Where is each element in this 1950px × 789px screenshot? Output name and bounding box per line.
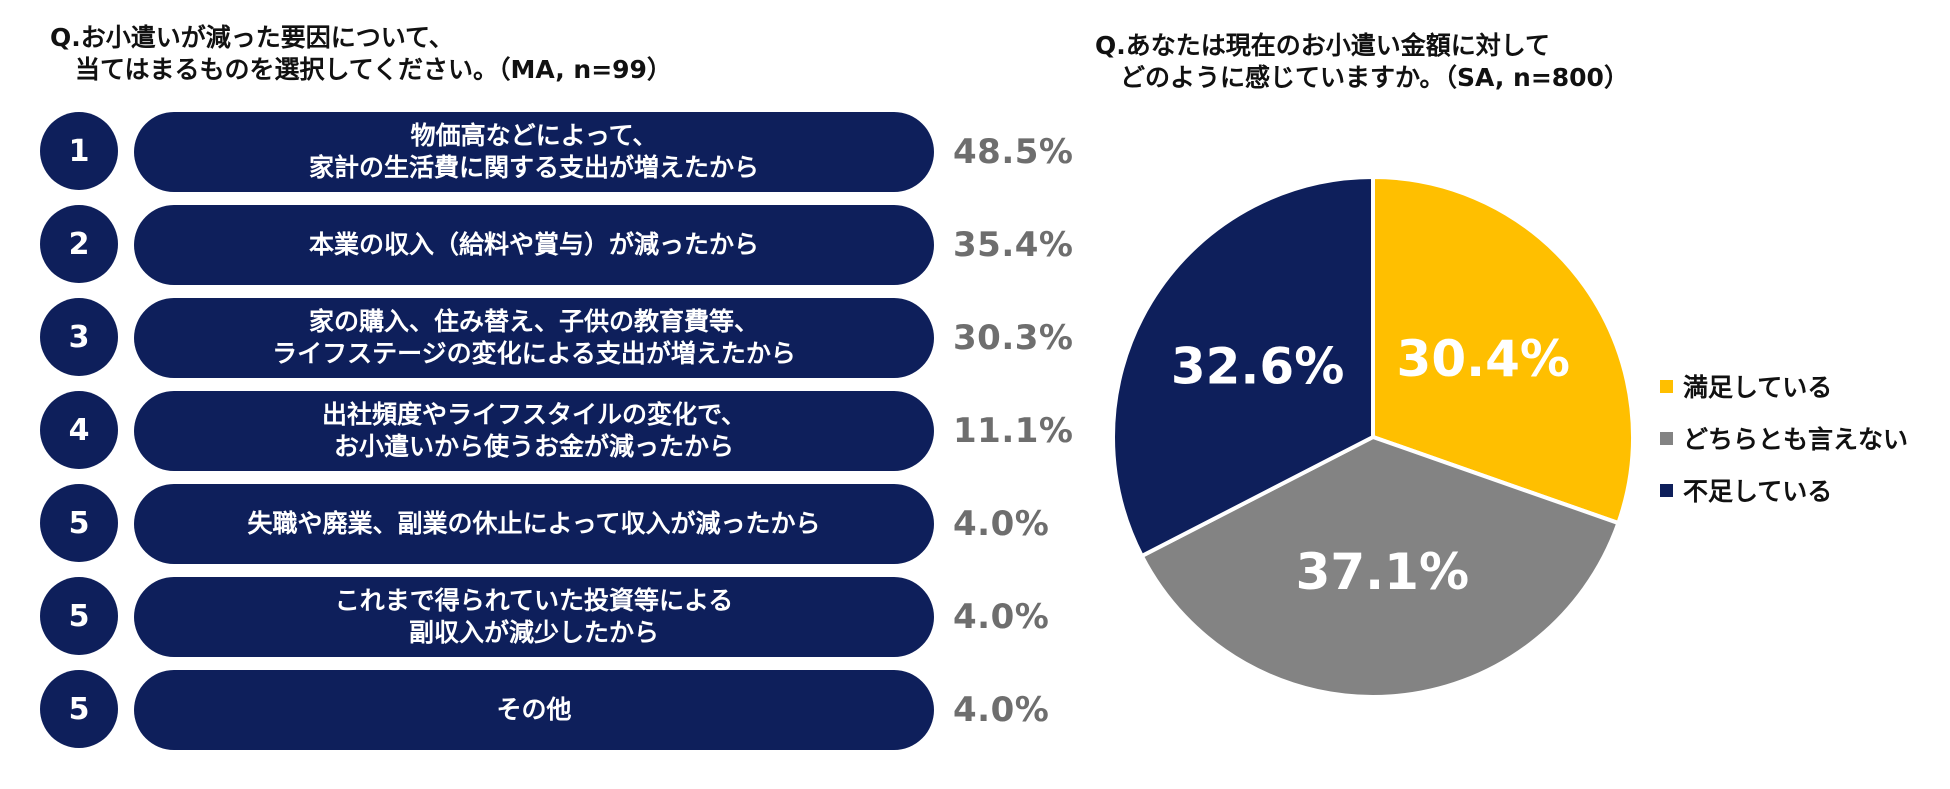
reason-label: これまで得られていた投資等による 副収入が減少したから bbox=[134, 577, 934, 657]
legend-swatch bbox=[1660, 431, 1673, 445]
reason-label: 物価高などによって、 家計の生活費に関する支出が増えたから bbox=[134, 112, 934, 192]
pie-slice-label: 30.4% bbox=[1397, 330, 1570, 388]
reason-percentage: 4.0% bbox=[953, 504, 1050, 544]
ranking-row: 5 その他 4.0% bbox=[38, 670, 1078, 750]
reason-percentage: 48.5% bbox=[953, 132, 1074, 172]
pie-slice bbox=[1139, 435, 1621, 699]
ranking-row: 5 失職や廃業、副業の休止によって収入が減ったから 4.0% bbox=[38, 484, 1078, 564]
reason-label: 失職や廃業、副業の休止によって収入が減ったから bbox=[134, 484, 934, 564]
reason-percentage: 4.0% bbox=[953, 690, 1050, 730]
ranking-row: 5 これまで得られていた投資等による 副収入が減少したから 4.0% bbox=[38, 577, 1078, 657]
pie-slice bbox=[1111, 175, 1375, 559]
reason-percentage: 35.4% bbox=[953, 225, 1074, 265]
reason-label: その他 bbox=[134, 670, 934, 750]
ranking-row: 3 家の購入、住み替え、子供の教育費等、 ライフステージの変化による支出が増えたか… bbox=[38, 298, 1078, 378]
reason-label: 出社頻度やライフスタイルの変化で、 お小遣いから使うお金が減ったから bbox=[134, 391, 934, 471]
rank-number-badge: 1 bbox=[40, 112, 118, 190]
rank-number-badge: 4 bbox=[40, 391, 118, 469]
legend-swatch bbox=[1660, 379, 1673, 393]
pie-slice-label: 37.1% bbox=[1296, 543, 1469, 601]
ranking-row: 1 物価高などによって、 家計の生活費に関する支出が増えたから 48.5% bbox=[38, 112, 1078, 192]
reason-percentage: 30.3% bbox=[953, 318, 1074, 358]
right-question-title: Q.あなたは現在のお小遣い金額に対して どのように感じていますか。（SA, n=… bbox=[1095, 31, 1629, 92]
reason-percentage: 11.1% bbox=[953, 411, 1074, 451]
pie-slice-label: 32.6% bbox=[1171, 338, 1344, 396]
reason-label: 本業の収入（給料や賞与）が減ったから bbox=[134, 205, 934, 285]
pie-slice bbox=[1371, 175, 1635, 526]
rank-number-badge: 5 bbox=[40, 670, 118, 748]
rank-number-badge: 2 bbox=[40, 205, 118, 283]
ranking-row: 2 本業の収入（給料や賞与）が減ったから 35.4% bbox=[38, 205, 1078, 285]
legend-label: 不足している bbox=[1683, 477, 1833, 506]
rank-number-badge: 5 bbox=[40, 577, 118, 655]
reason-label: 家の購入、住み替え、子供の教育費等、 ライフステージの変化による支出が増えたから bbox=[134, 298, 934, 378]
legend-swatch bbox=[1660, 483, 1673, 497]
rank-number-badge: 3 bbox=[40, 298, 118, 376]
legend-item: どちらとも言えない bbox=[1660, 412, 1908, 464]
legend-item: 満足している bbox=[1660, 360, 1908, 412]
legend-item: 不足している bbox=[1660, 464, 1908, 516]
legend-label: どちらとも言えない bbox=[1683, 425, 1909, 454]
left-question-title: Q.お小遣いが減った要因について、 当てはまるものを選択してください。（MA, … bbox=[50, 23, 672, 84]
legend-label: 満足している bbox=[1683, 373, 1833, 402]
rank-number-badge: 5 bbox=[40, 484, 118, 562]
ranking-row: 4 出社頻度やライフスタイルの変化で、 お小遣いから使うお金が減ったから 11.1% bbox=[38, 391, 1078, 471]
satisfaction-pie-chart: 30.4% 37.1% 32.6% bbox=[1111, 175, 1635, 699]
pie-legend: 満足しているどちらとも言えない 不足している bbox=[1660, 360, 1908, 516]
reason-percentage: 4.0% bbox=[953, 597, 1050, 637]
